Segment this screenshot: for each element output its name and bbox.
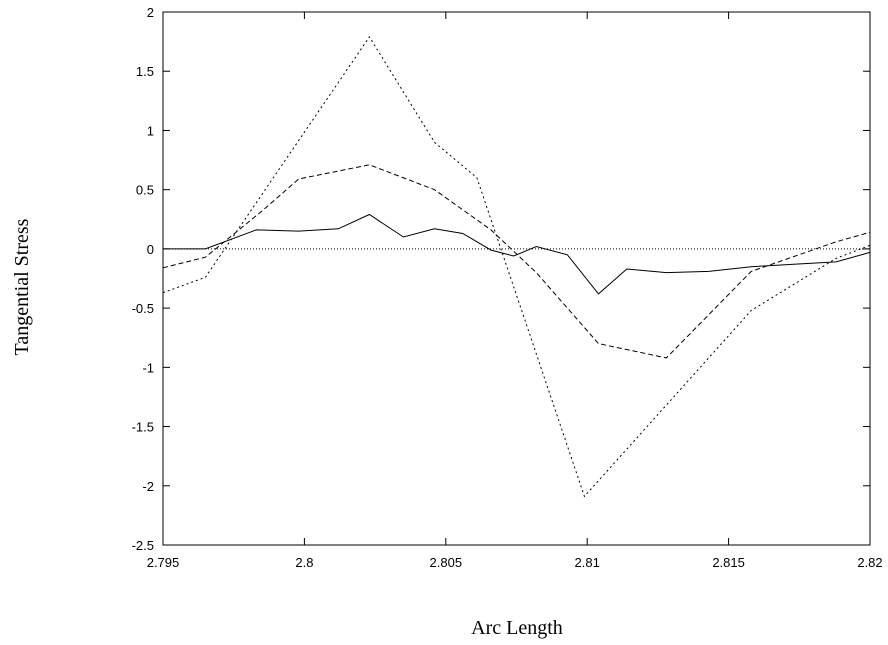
plot-frame <box>162 11 871 546</box>
x-tick-label: 2.795 <box>147 555 180 570</box>
x-tick-label: 2.805 <box>430 555 463 570</box>
y-tick-label: -2.5 <box>132 538 154 553</box>
x-axis-title: Arc Length <box>471 617 563 639</box>
y-tick-label: -1.5 <box>132 420 154 435</box>
series-line-solid <box>163 213 871 295</box>
y-tick-label: 1 <box>147 123 154 138</box>
series-line-dotted <box>162 35 871 498</box>
series-line-dashed <box>162 164 871 359</box>
y-tick-label: -0.5 <box>132 301 154 316</box>
y-tick-label: -2 <box>142 479 154 494</box>
x-tick-label: 2.82 <box>857 555 882 570</box>
y-tick-label: 2 <box>147 5 154 20</box>
y-tick-label: 1.5 <box>136 64 154 79</box>
y-axis-title: Tangential Stress <box>11 218 33 355</box>
x-tick-label: 2.81 <box>575 555 600 570</box>
y-tick-label: 0.5 <box>136 183 154 198</box>
x-tick-label: 2.8 <box>295 555 313 570</box>
axis-ticks: 2.795 2.8 2.805 2.81 2.815 2.82 -2.5 -2 -1.5 -1 -0… <box>132 5 883 570</box>
x-tick-label: 2.815 <box>712 555 745 570</box>
series-group <box>162 35 871 498</box>
y-tick-label: 0 <box>147 242 154 257</box>
y-tick-label: -1 <box>142 360 154 375</box>
